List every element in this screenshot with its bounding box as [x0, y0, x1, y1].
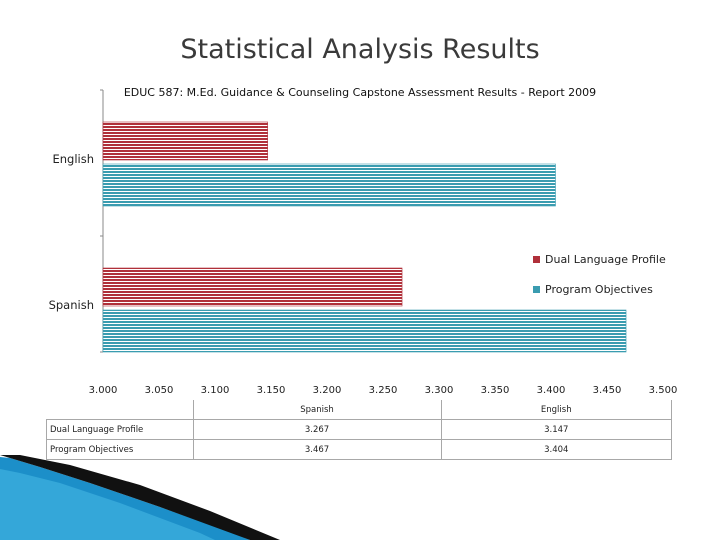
x-tick-label: 3.400: [537, 385, 566, 396]
bar-spanish-dual-language-profile: [102, 267, 403, 307]
table-row-label: Dual Language Profile: [46, 419, 194, 440]
legend-label: Dual Language Profile: [545, 253, 666, 266]
bar-english-dual-language-profile: [102, 121, 268, 161]
table-col-header: English: [440, 400, 673, 420]
legend-label: Program Objectives: [545, 283, 653, 296]
category-label: English: [52, 152, 94, 166]
x-tick-label: 3.350: [481, 385, 510, 396]
bar-spanish-program-objectives: [102, 309, 627, 353]
table-header-row: Spanish English: [46, 400, 673, 420]
bar-english-program-objectives: [102, 163, 556, 207]
x-tick-label: 3.300: [425, 385, 454, 396]
x-tick-label: 3.100: [201, 385, 230, 396]
table-row: Dual Language Profile 3.267 3.147: [46, 419, 673, 440]
table-cell: 3.467: [192, 439, 442, 460]
legend-swatch: [533, 256, 540, 263]
x-tick-label: 3.500: [649, 385, 678, 396]
x-tick-label: 3.450: [593, 385, 622, 396]
table-cell: 3.267: [192, 419, 442, 440]
legend-swatch: [533, 286, 540, 293]
table-col-header: Spanish: [192, 400, 442, 420]
bar-chart: EDUC 587: M.Ed. Guidance & Counseling Ca…: [49, 86, 678, 396]
table-corner-cell: [46, 400, 194, 420]
table-cell: 3.404: [440, 439, 673, 460]
x-tick-label: 3.200: [313, 385, 342, 396]
x-tick-label: 3.250: [369, 385, 398, 396]
category-label: Spanish: [49, 298, 94, 312]
decorative-swoosh: [0, 455, 280, 540]
x-tick-label: 3.050: [145, 385, 174, 396]
data-table: Spanish English Dual Language Profile 3.…: [46, 400, 673, 460]
table-row-label: Program Objectives: [46, 439, 194, 460]
table-cell: 3.147: [440, 419, 673, 440]
x-tick-label: 3.150: [257, 385, 286, 396]
table-row: Program Objectives 3.467 3.404: [46, 439, 673, 460]
slide-title: Statistical Analysis Results: [180, 34, 540, 65]
x-tick-label: 3.000: [89, 385, 118, 396]
chart-title: EDUC 587: M.Ed. Guidance & Counseling Ca…: [124, 86, 596, 99]
